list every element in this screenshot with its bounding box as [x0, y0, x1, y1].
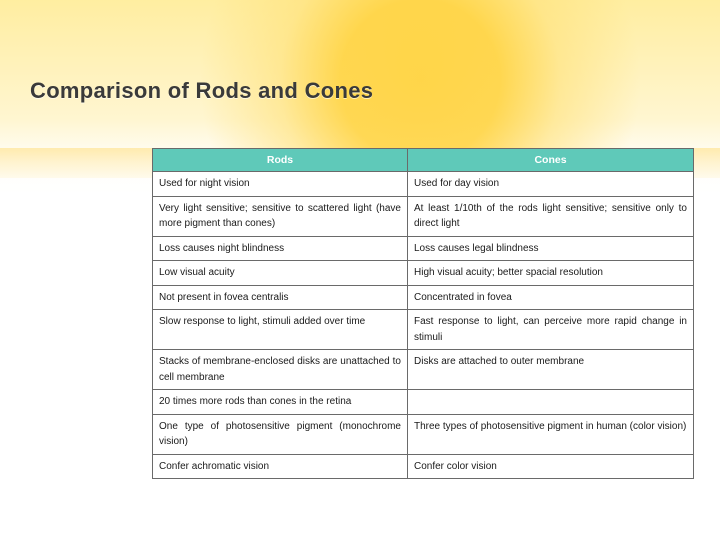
table-row: Slow response to light, stimuli added ov… [153, 310, 694, 350]
page-title: Comparison of Rods and Cones [30, 78, 373, 104]
table-row: Not present in fovea centralisConcentrat… [153, 285, 694, 310]
table-row: Low visual acuityHigh visual acuity; bet… [153, 261, 694, 286]
table-row: Loss causes night blindnessLoss causes l… [153, 236, 694, 261]
cell-cones: Used for day vision [408, 172, 694, 197]
cell-rods: Loss causes night blindness [153, 236, 408, 261]
table-header-row: Rods Cones [153, 149, 694, 172]
cell-rods: Slow response to light, stimuli added ov… [153, 310, 408, 350]
table-body: Used for night visionUsed for day vision… [153, 172, 694, 479]
col-header-rods: Rods [153, 149, 408, 172]
table-row: Used for night visionUsed for day vision [153, 172, 694, 197]
table-row: 20 times more rods than cones in the ret… [153, 390, 694, 415]
table-row: Very light sensitive; sensitive to scatt… [153, 196, 694, 236]
cell-rods: 20 times more rods than cones in the ret… [153, 390, 408, 415]
cell-cones: Three types of photosensitive pigment in… [408, 414, 694, 454]
table-row: Stacks of membrane-enclosed disks are un… [153, 350, 694, 390]
cell-rods: Low visual acuity [153, 261, 408, 286]
cell-rods: Stacks of membrane-enclosed disks are un… [153, 350, 408, 390]
cell-rods: Very light sensitive; sensitive to scatt… [153, 196, 408, 236]
table-row: One type of photosensitive pigment (mono… [153, 414, 694, 454]
comparison-table: Rods Cones Used for night visionUsed for… [152, 148, 694, 479]
cell-cones: Confer color vision [408, 454, 694, 479]
cell-cones [408, 390, 694, 415]
cell-rods: One type of photosensitive pigment (mono… [153, 414, 408, 454]
table-row: Confer achromatic visionConfer color vis… [153, 454, 694, 479]
cell-cones: High visual acuity; better spacial resol… [408, 261, 694, 286]
cell-cones: At least 1/10th of the rods light sensit… [408, 196, 694, 236]
cell-rods: Confer achromatic vision [153, 454, 408, 479]
comparison-table-container: Rods Cones Used for night visionUsed for… [152, 148, 693, 479]
cell-rods: Not present in fovea centralis [153, 285, 408, 310]
cell-cones: Fast response to light, can perceive mor… [408, 310, 694, 350]
col-header-cones: Cones [408, 149, 694, 172]
cell-cones: Loss causes legal blindness [408, 236, 694, 261]
cell-rods: Used for night vision [153, 172, 408, 197]
cell-cones: Concentrated in fovea [408, 285, 694, 310]
cell-cones: Disks are attached to outer membrane [408, 350, 694, 390]
